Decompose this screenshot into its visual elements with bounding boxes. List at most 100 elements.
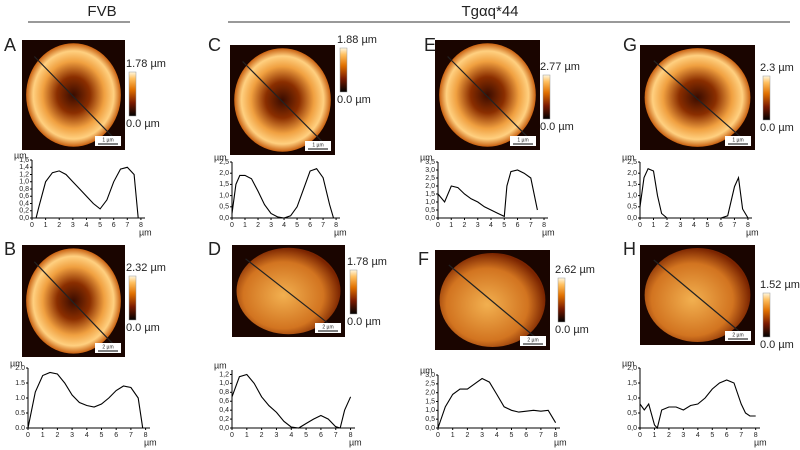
scale-bar-label: 1 µm <box>732 137 743 143</box>
color-bar <box>762 75 771 121</box>
x-tick-label: 5 <box>304 432 308 439</box>
x-tick-label: 8 <box>144 432 148 439</box>
group-label: Tgαq*44 <box>461 3 518 20</box>
profile-curve <box>35 166 139 219</box>
scale-bar-box <box>510 136 536 146</box>
profile-line <box>33 261 114 344</box>
y-axis-label: µm <box>622 358 635 368</box>
y-tick-label: 2,0 <box>627 170 637 177</box>
profile-curve <box>231 373 352 429</box>
y-tick-label: 0,0 <box>425 215 435 222</box>
x-tick-label: 2 <box>667 432 671 439</box>
y-tick-label: 0,5 <box>219 204 229 211</box>
group-label: FVB <box>87 3 116 20</box>
color-scale-min: 0.0 µm <box>126 322 160 334</box>
x-tick-label: 0 <box>26 432 30 439</box>
x-tick-label: 6 <box>112 222 116 229</box>
x-axis-label: µm <box>139 227 152 237</box>
x-tick-label: 5 <box>295 222 299 229</box>
y-tick-label: 0,4 <box>19 200 29 207</box>
color-scale-max: 1.52 µm <box>760 279 800 291</box>
y-tick-label: 0,5 <box>425 416 435 423</box>
scale-bar-label: 1 µm <box>312 142 323 148</box>
color-scale-min: 0.0 µm <box>760 122 794 134</box>
y-axis-label: µm <box>10 358 23 368</box>
x-tick-label: 0 <box>638 222 642 229</box>
x-tick-label: 8 <box>754 432 758 439</box>
y-tick-label: 2,0 <box>425 183 435 190</box>
x-tick-label: 4 <box>489 222 493 229</box>
color-bar <box>349 269 358 315</box>
y-tick-label: 0,6 <box>19 193 29 200</box>
x-tick-label: 1 <box>449 222 453 229</box>
x-tick-label: 4 <box>85 222 89 229</box>
x-tick-label: 8 <box>334 222 338 229</box>
scale-bar-label: 1 µm <box>102 137 113 143</box>
x-tick-label: 5 <box>502 222 506 229</box>
y-tick-label: 1,5 <box>219 181 229 188</box>
profile-line <box>448 264 537 339</box>
x-tick-label: 7 <box>529 222 533 229</box>
y-tick-label: 0,0 <box>219 425 229 432</box>
y-axis-label: µm <box>622 152 635 162</box>
y-tick-label: 0,0 <box>627 215 637 222</box>
x-tick-label: 8 <box>554 432 558 439</box>
x-tick-label: 6 <box>725 432 729 439</box>
color-scale-max: 2.77 µm <box>540 61 580 73</box>
x-axis-label: µm <box>349 437 362 447</box>
color-scale-min: 0.0 µm <box>126 118 160 130</box>
y-tick-label: 1,0 <box>425 407 435 414</box>
x-tick-label: 2 <box>463 222 467 229</box>
y-tick-label: 0,6 <box>219 398 229 405</box>
x-tick-label: 6 <box>719 222 723 229</box>
scale-bar-label: 2 µm <box>527 337 538 343</box>
color-bar <box>128 275 137 321</box>
y-tick-label: 1,0 <box>219 192 229 199</box>
y-tick-label: 0,0 <box>627 425 637 432</box>
scale-bar-label: 1 µm <box>517 137 528 143</box>
y-tick-label: 0,5 <box>627 410 637 417</box>
color-scale-min: 0.0 µm <box>337 94 371 106</box>
y-tick-label: 0,5 <box>627 204 637 211</box>
color-scale-min: 0.0 µm <box>347 316 381 328</box>
color-scale-min: 0.0 µm <box>540 121 574 133</box>
x-tick-label: 6 <box>516 222 520 229</box>
x-tick-label: 0 <box>436 222 440 229</box>
y-tick-label: 2,0 <box>219 170 229 177</box>
x-tick-label: 3 <box>269 222 273 229</box>
y-tick-label: 1,5 <box>627 380 637 387</box>
y-tick-label: 1.5 <box>15 380 25 387</box>
x-axis-label: µm <box>542 227 555 237</box>
x-tick-label: 1 <box>652 222 656 229</box>
y-tick-label: 0,0 <box>425 425 435 432</box>
y-tick-label: 3,5 <box>425 159 435 166</box>
x-tick-label: 3 <box>476 222 480 229</box>
x-tick-label: 4 <box>85 432 89 439</box>
y-tick-label: 1,6 <box>19 157 29 164</box>
x-tick-label: 7 <box>733 222 737 229</box>
x-tick-label: 5 <box>710 432 714 439</box>
color-bar <box>339 47 348 93</box>
x-tick-label: 5 <box>706 222 710 229</box>
color-scale-max: 1.78 µm <box>347 256 387 268</box>
x-axis-label: µm <box>754 437 767 447</box>
x-tick-label: 6 <box>524 432 528 439</box>
x-tick-label: 7 <box>334 432 338 439</box>
panel-letter: H <box>623 239 636 259</box>
panel-letter: D <box>208 239 221 259</box>
y-tick-label: 0,2 <box>19 208 29 215</box>
scale-bar-label: 2 µm <box>102 344 113 350</box>
x-tick-label: 8 <box>349 432 353 439</box>
color-scale-max: 2.62 µm <box>555 264 595 276</box>
profile-curve <box>27 371 144 429</box>
panel-letter: G <box>623 35 637 55</box>
x-tick-label: 2 <box>55 432 59 439</box>
x-tick-label: 4 <box>282 222 286 229</box>
x-tick-label: 0 <box>230 222 234 229</box>
y-tick-label: 1,0 <box>425 199 435 206</box>
x-tick-label: 3 <box>679 222 683 229</box>
y-tick-label: 2.0 <box>15 365 25 372</box>
x-tick-label: 3 <box>681 432 685 439</box>
color-bar <box>762 292 771 338</box>
